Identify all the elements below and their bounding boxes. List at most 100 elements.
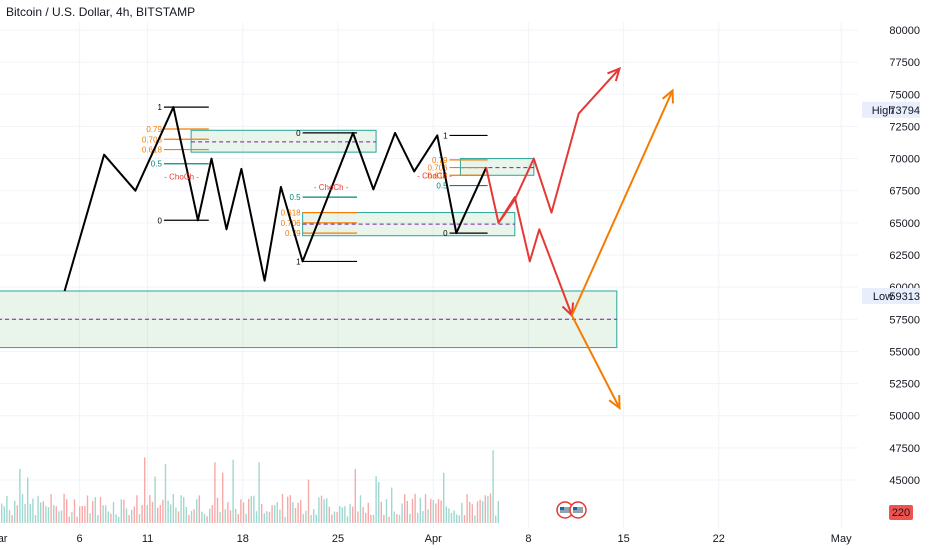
fib-level-label: 0.5	[290, 193, 302, 202]
volume-bar	[86, 495, 89, 523]
volume-badge-value: 220	[892, 507, 910, 519]
price-marker-box	[862, 287, 920, 304]
volume-bar	[193, 509, 195, 523]
volume-bar	[81, 506, 83, 523]
volume-bar	[237, 514, 239, 523]
volume-bar	[362, 507, 364, 523]
volume-bar	[8, 510, 11, 523]
x-tick-label: Apr	[425, 533, 442, 545]
volume-bar	[170, 504, 172, 523]
x-tick-label: 22	[713, 533, 725, 545]
volume-bar	[94, 497, 96, 523]
volume-bar	[115, 514, 117, 523]
volume-bar	[131, 509, 133, 523]
volume-bar	[474, 515, 476, 523]
volume-bar	[495, 515, 497, 523]
volume-bar	[175, 507, 177, 523]
volume-bar	[388, 516, 390, 523]
x-tick-label: 25	[332, 533, 344, 545]
volume-bar	[354, 469, 356, 523]
volume-bar	[190, 510, 193, 523]
volume-bar	[1, 503, 3, 523]
volume-bar	[469, 501, 471, 523]
volume-bar	[229, 510, 232, 523]
fib-level-label: 0.5	[151, 160, 163, 169]
volume-bar	[484, 495, 486, 523]
volume-bar	[453, 510, 455, 523]
volume-bar	[492, 450, 494, 523]
volume-bar	[60, 510, 63, 523]
volume-bar	[149, 495, 151, 523]
volume-bar	[398, 514, 401, 523]
volume-bar	[14, 500, 16, 523]
fib-level-label: 0.618	[427, 171, 448, 180]
volume-bar	[40, 502, 42, 523]
volume-bar	[393, 511, 395, 523]
volume-bar	[29, 503, 31, 523]
volume-bar	[263, 513, 265, 523]
volume-bar	[99, 497, 102, 523]
volume-bar	[372, 514, 375, 523]
volume-bar	[287, 496, 289, 523]
volume-bar	[172, 493, 174, 523]
volume-bar	[404, 494, 406, 523]
volume-bar	[333, 511, 336, 523]
x-tick-label: 11	[142, 533, 153, 545]
volume-bar	[320, 495, 323, 523]
volume-bar	[448, 508, 450, 523]
choch-annotation: - ChoCh -	[164, 173, 199, 182]
volume-bar	[47, 507, 50, 523]
price-marker-label: Low	[873, 291, 893, 303]
volume-bar	[328, 506, 330, 523]
volume-bar	[128, 515, 130, 523]
volume-bar	[440, 500, 442, 523]
volume-bar	[497, 501, 499, 523]
volume-bar	[458, 515, 460, 523]
volume-bar	[313, 509, 315, 523]
volume-bar	[105, 505, 107, 523]
volume-bar	[318, 497, 320, 523]
volume-bar	[383, 514, 385, 523]
volume-bar	[84, 505, 86, 523]
fib-level-label: 1	[157, 103, 162, 112]
volume-bar	[185, 506, 187, 523]
volume-bar	[180, 495, 182, 523]
volume-bar	[466, 494, 468, 523]
volume-bar	[136, 495, 138, 523]
volume-bar	[336, 512, 338, 523]
y-tick-label: 52500	[889, 379, 920, 391]
x-tick-label: 6	[77, 533, 83, 545]
event-flag-body	[560, 507, 570, 513]
volume-bar	[198, 495, 200, 523]
volume-bar	[157, 507, 159, 523]
volume-bar	[167, 500, 169, 523]
volume-bar	[112, 502, 115, 523]
volume-bar	[406, 501, 408, 523]
volume-bar	[302, 514, 304, 523]
fib-level-label: 0.5	[436, 182, 448, 191]
volume-bar	[414, 493, 416, 523]
volume-bar	[411, 498, 414, 523]
volume-bar	[71, 511, 73, 523]
volume-bar	[92, 501, 94, 523]
fib-level-label: 0	[157, 216, 162, 225]
volume-bar	[89, 513, 91, 523]
y-tick-label: 75000	[889, 89, 920, 101]
volume-bar	[341, 507, 343, 523]
volume-bar	[430, 498, 432, 523]
volume-bar	[141, 505, 143, 523]
volume-bar	[315, 514, 317, 523]
fib-level-label: 0.618	[281, 209, 302, 218]
icon-layer[interactable]	[556, 501, 587, 519]
volume-bar	[6, 495, 8, 523]
event-flag-icon[interactable]	[569, 501, 587, 519]
event-flag-canton	[560, 507, 564, 510]
volume-bar	[73, 499, 76, 523]
volume-bar	[261, 504, 263, 523]
volume-bar	[68, 516, 70, 523]
volume-bar	[102, 505, 104, 523]
chart-title: Bitcoin / U.S. Dollar, 4h, BITSTAMP	[6, 5, 196, 19]
x-tick-label: 15	[617, 533, 629, 545]
demand-zone	[190, 129, 377, 153]
